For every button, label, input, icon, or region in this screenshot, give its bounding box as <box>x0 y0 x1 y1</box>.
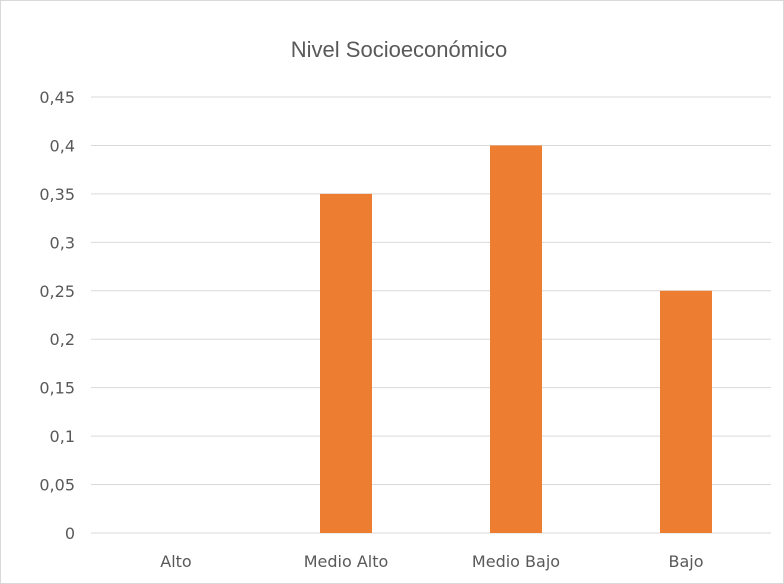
y-tick-label: 0,4 <box>50 136 75 155</box>
x-tick-label: Medio Bajo <box>472 552 560 571</box>
y-tick-label: 0,1 <box>50 427 75 446</box>
x-axis-ticks: Alto Medio Alto Medio Bajo Bajo <box>160 552 703 571</box>
bars <box>320 145 712 533</box>
bar-medio-alto <box>320 193 372 533</box>
y-tick-label: 0,25 <box>39 282 75 301</box>
y-tick-label: 0 <box>65 524 75 543</box>
bar-medio-bajo <box>490 145 542 533</box>
gridlines <box>91 96 771 534</box>
y-axis-ticks: 0 0,05 0,1 0,15 0,2 0,25 0,3 0,35 0,4 0,45 <box>39 88 75 543</box>
y-tick-label: 0,45 <box>39 88 75 107</box>
x-tick-label: Medio Alto <box>304 552 389 571</box>
y-tick-label: 0,3 <box>50 233 75 252</box>
y-tick-label: 0,35 <box>39 185 75 204</box>
y-tick-label: 0,05 <box>39 476 75 495</box>
y-tick-label: 0,15 <box>39 379 75 398</box>
y-tick-label: 0,2 <box>50 330 75 349</box>
x-tick-label: Alto <box>160 552 191 571</box>
chart-title: Nivel Socioeconómico <box>291 37 507 62</box>
x-tick-label: Bajo <box>668 552 703 571</box>
bar-bajo <box>660 290 712 533</box>
